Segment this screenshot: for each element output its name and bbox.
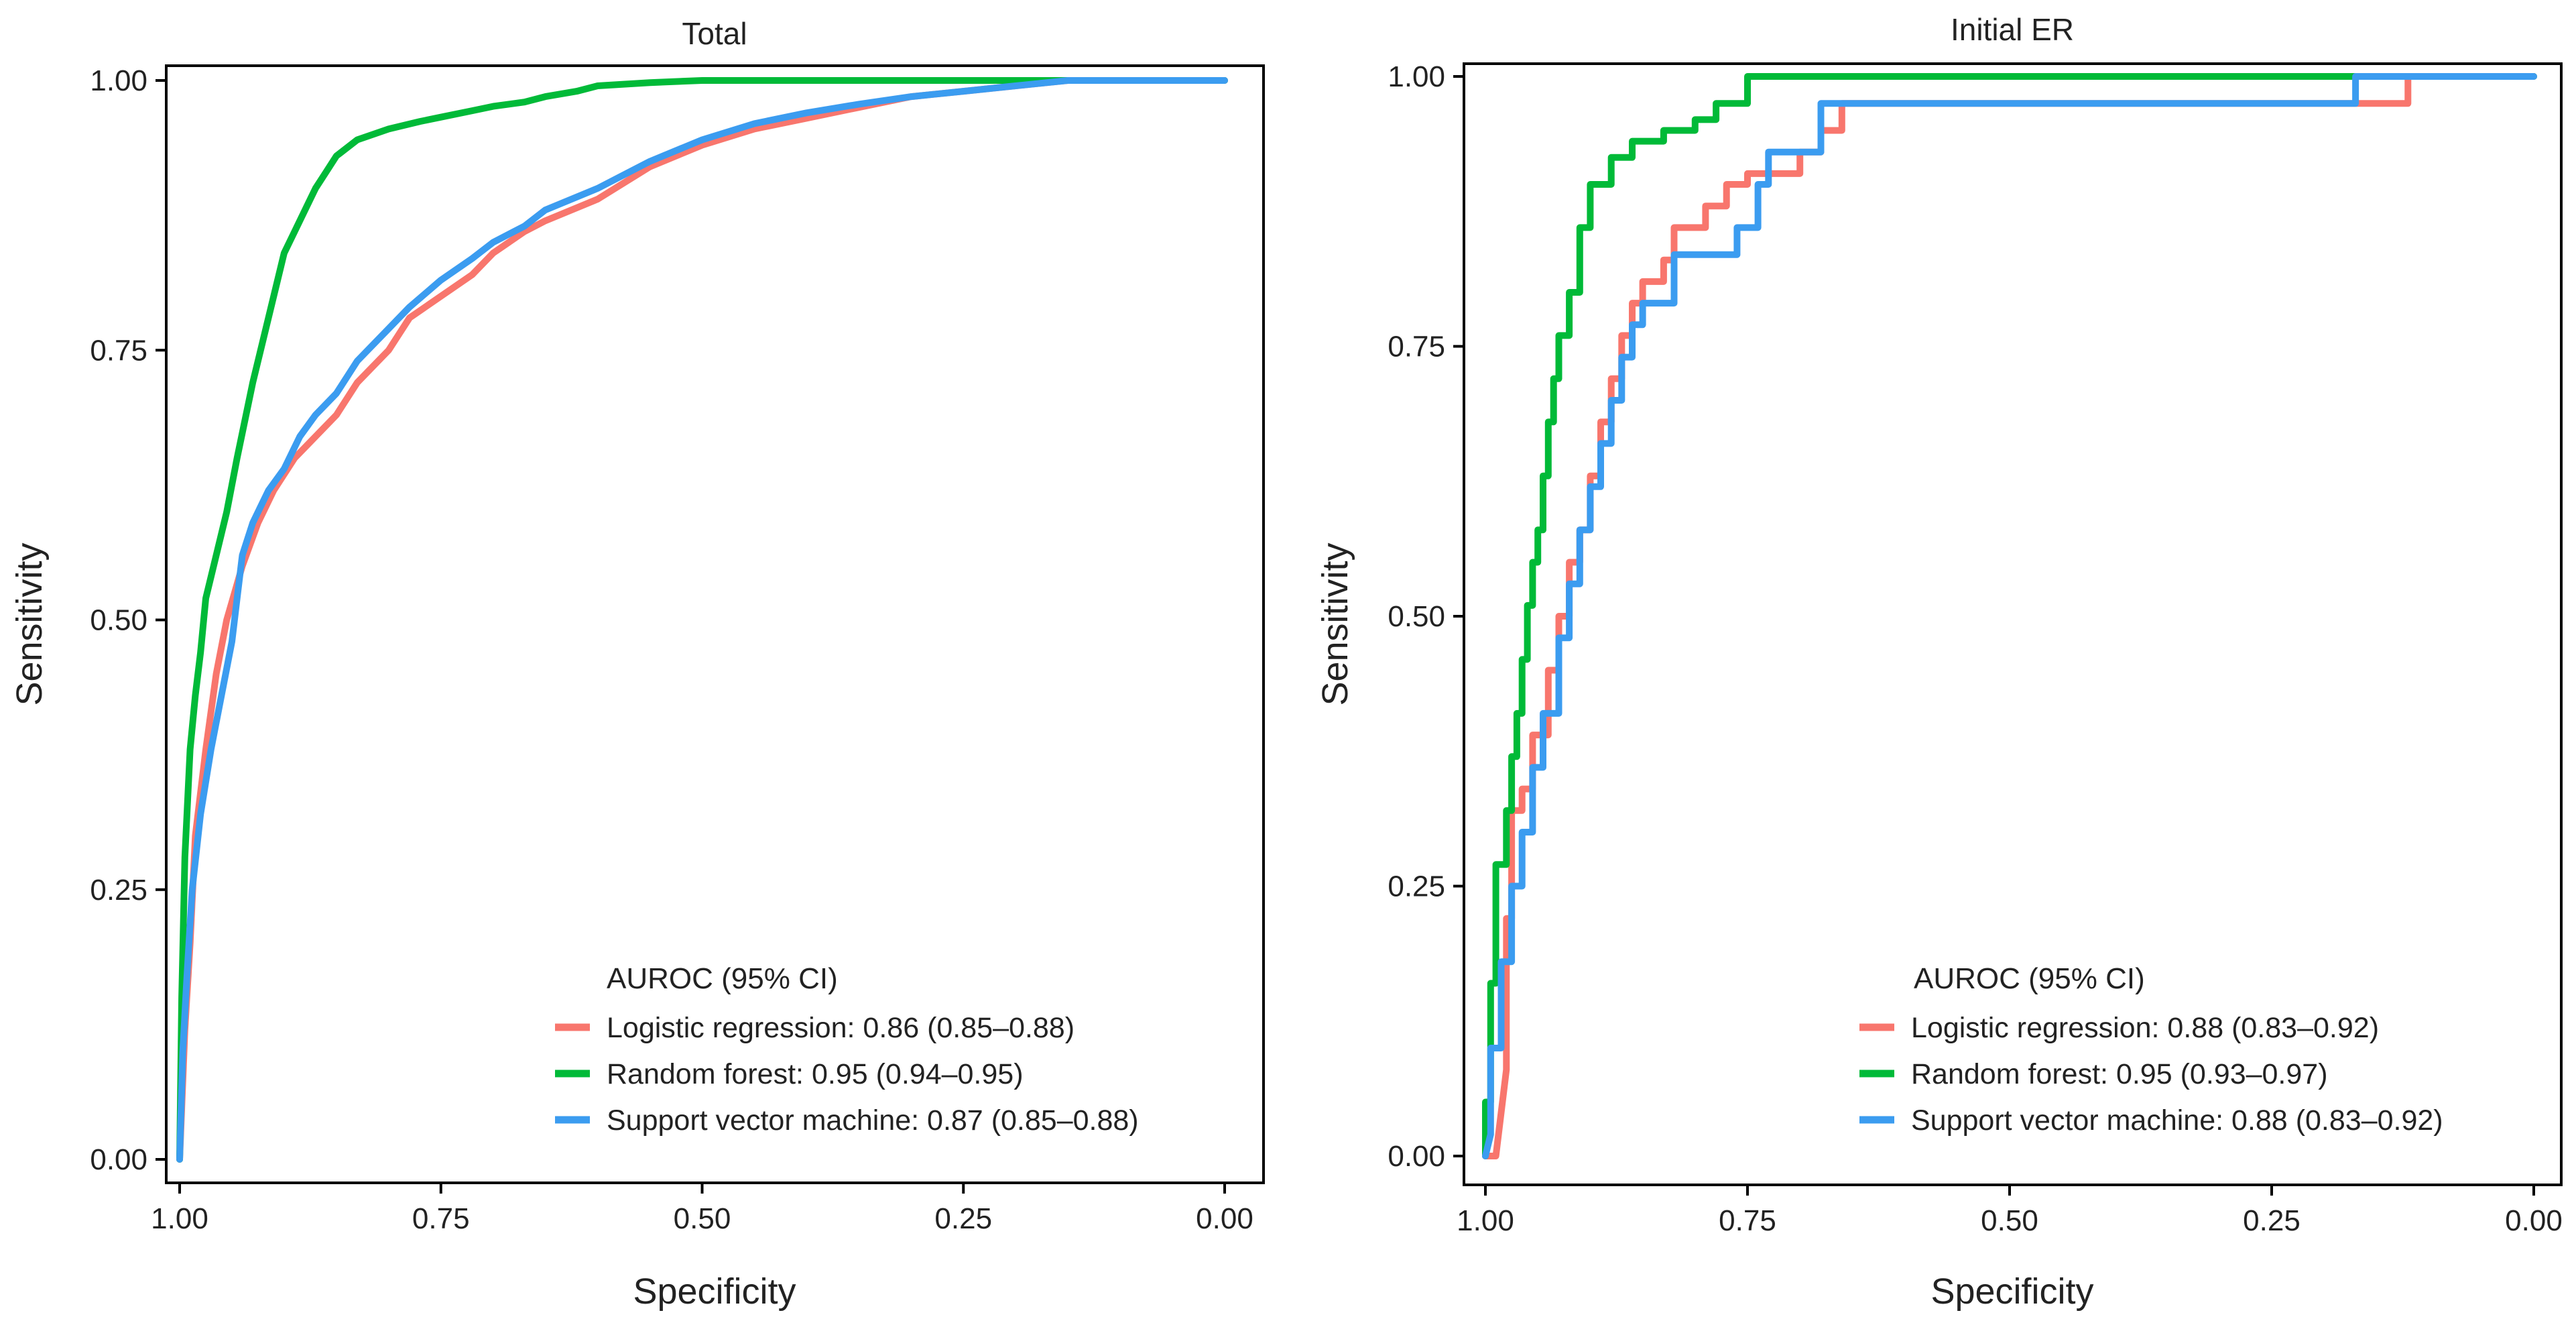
x-tick-label: 0.00 [1196,1202,1253,1235]
legend-space [2223,1012,2231,1044]
x-tick-label: 0.25 [934,1202,992,1235]
legend-separator: : [847,1012,863,1044]
legend-space [983,1104,991,1137]
legend-text: Random forest: 0.95 (0.94–0.95) [607,1058,1024,1090]
x-tick-label: 0.25 [2243,1204,2301,1237]
y-tick-label: 0.00 [1388,1140,1445,1173]
chart-title-total: Total [682,16,747,51]
y-axis-ticks-total: 0.00 0.25 0.50 0.75 1.00 [90,64,166,1176]
legend-auroc: 0.95 [812,1058,868,1090]
legend-separator: : [911,1104,927,1137]
legend-series-name: Support vector machine [607,1104,911,1137]
legend-series-name: Logistic regression [1911,1012,2152,1044]
plot-frame-initial-er [1463,62,2563,1186]
x-tick-label: 0.75 [1719,1204,1776,1237]
legend-initial-er: AUROC (95% CI) Logistic regression: 0.88… [1859,962,2443,1137]
y-tick-label: 0.50 [1388,600,1445,633]
y-tick-label: 1.00 [90,64,147,97]
y-tick-label: 0.00 [90,1143,147,1176]
x-tick-label: 1.00 [1457,1204,1514,1237]
x-axis-label-total: Specificity [633,1271,796,1312]
legend-title-total: AUROC (95% CI) [607,962,838,995]
series-group-total [176,77,1228,1163]
legend-ci: (0.85–0.88) [927,1012,1075,1044]
legend-entry-total-support-vector-machine: Support vector machine: 0.87 (0.85–0.88) [555,1104,1139,1137]
x-tick-label: 0.00 [2505,1204,2563,1237]
legend-series-name: Random forest [607,1058,796,1090]
x-tick-label: 0.75 [412,1202,470,1235]
roc-line-random-forest [176,77,1228,1163]
legend-entry-initial-er-logistic-regression: Logistic regression: 0.88 (0.83–0.92) [1859,1012,2379,1044]
legend-auroc: 0.88 [2167,1012,2223,1044]
legend-text: Support vector machine: 0.88 (0.83–0.92) [1911,1104,2443,1137]
y-tick-label: 0.50 [90,604,147,637]
legend-space [2288,1104,2296,1137]
legend-ci: (0.85–0.88) [991,1104,1139,1137]
x-tick-label: 1.00 [151,1202,208,1235]
legend-series-name: Support vector machine [1911,1104,2215,1137]
roc-line-random-forest [1482,73,2537,1159]
y-axis-ticks-initial-er: 0.00 0.25 0.50 0.75 1.00 [1388,60,1464,1173]
legend-ci: (0.93–0.97) [2181,1058,2328,1090]
legend-entry-initial-er-random-forest: Random forest: 0.95 (0.93–0.97) [1859,1058,2328,1090]
x-axis-ticks-total: 1.00 0.75 0.50 0.25 0.00 [151,1183,1253,1235]
legend-total: AUROC (95% CI) Logistic regression: 0.86… [555,962,1139,1137]
legend-separator: : [2100,1058,2116,1090]
legend-entry-initial-er-support-vector-machine: Support vector machine: 0.88 (0.83–0.92) [1859,1104,2443,1137]
legend-auroc: 0.86 [863,1012,919,1044]
legend-text: Random forest: 0.95 (0.93–0.97) [1911,1058,2328,1090]
series-group-initial-er [1482,73,2537,1159]
legend-text: Support vector machine: 0.87 (0.85–0.88) [607,1104,1139,1137]
legend-series-name: Random forest [1911,1058,2100,1090]
legend-auroc: 0.88 [2231,1104,2288,1137]
plot-frame-total [165,64,1265,1184]
legend-separator: : [2152,1012,2168,1044]
legend-separator: : [796,1058,812,1090]
x-axis-ticks-initial-er: 1.00 0.75 0.50 0.25 0.00 [1457,1185,2563,1237]
legend-ci: (0.83–0.92) [2231,1012,2379,1044]
legend-space [868,1058,876,1090]
legend-entry-total-logistic-regression: Logistic regression: 0.86 (0.85–0.88) [555,1012,1075,1044]
y-axis-label-total: Sensitivity [9,542,50,705]
y-tick-label: 0.25 [1388,870,1445,903]
legend-title-initial-er: AUROC (95% CI) [1914,962,2145,995]
legend-entry-total-random-forest: Random forest: 0.95 (0.94–0.95) [555,1058,1024,1090]
legend-space [2172,1058,2181,1090]
legend-auroc: 0.95 [2116,1058,2172,1090]
x-tick-label: 0.50 [1981,1204,2038,1237]
legend-series-name: Logistic regression [607,1012,847,1044]
chart-title-initial-er: Initial ER [1951,12,2074,47]
panel-total: Total Specificity Sensitivity 1.00 0.75 0.… [9,16,1265,1312]
legend-auroc: 0.87 [927,1104,983,1137]
y-axis-label-initial-er: Sensitivity [1315,542,1355,705]
y-tick-label: 0.75 [1388,331,1445,363]
legend-ci: (0.83–0.92) [2296,1104,2443,1137]
y-tick-label: 0.25 [90,874,147,907]
roc-line-support-vector-machine [176,77,1228,1163]
panel-initial-er: Initial ER Specificity Sensitivity 1.00 0… [1315,12,2563,1312]
legend-ci: (0.94–0.95) [876,1058,1024,1090]
y-tick-label: 1.00 [1388,60,1445,93]
legend-separator: : [2215,1104,2231,1137]
legend-text: Logistic regression: 0.88 (0.83–0.92) [1911,1012,2379,1044]
legend-space [919,1012,927,1044]
legend-text: Logistic regression: 0.86 (0.85–0.88) [607,1012,1075,1044]
y-tick-label: 0.75 [90,334,147,367]
roc-line-support-vector-machine [1482,73,2537,1159]
x-tick-label: 0.50 [674,1202,731,1235]
x-axis-label-initial-er: Specificity [1930,1271,2093,1312]
